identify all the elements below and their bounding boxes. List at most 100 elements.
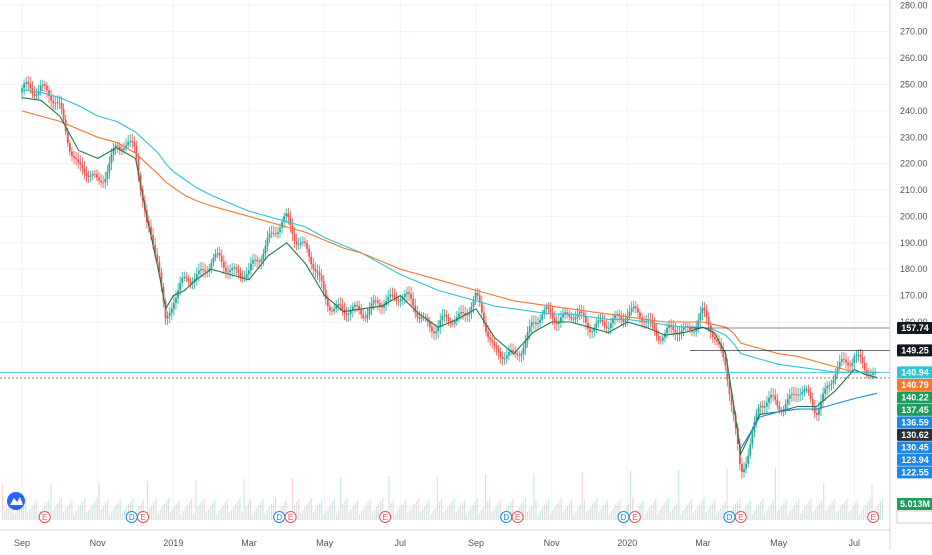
price-badge xyxy=(897,391,932,404)
event-marker[interactable] xyxy=(628,511,641,523)
candle-body xyxy=(689,327,691,330)
volume-bar xyxy=(671,509,674,520)
volume-bar xyxy=(371,513,373,520)
price-badge xyxy=(897,428,932,441)
candle-body xyxy=(189,281,192,284)
candle-body xyxy=(520,353,523,356)
logo-icon[interactable] xyxy=(7,492,25,510)
volume-bar xyxy=(214,500,216,520)
candle-body xyxy=(123,148,125,151)
volume-bar xyxy=(207,509,209,520)
volume-bar xyxy=(205,512,207,520)
volume-bar xyxy=(648,508,650,520)
volume-bar xyxy=(46,502,48,520)
volume-bar xyxy=(2,484,4,520)
event-marker[interactable] xyxy=(38,511,51,523)
x-tick-label: Mar xyxy=(695,538,711,548)
volume-bar xyxy=(392,500,394,520)
volume-bar xyxy=(770,504,772,520)
event-marker[interactable] xyxy=(867,511,880,523)
price-badge-label: 130.62 xyxy=(901,430,929,440)
volume-bar xyxy=(543,505,545,520)
candle-body xyxy=(214,253,217,258)
candle-body xyxy=(443,314,446,316)
volume-bar xyxy=(800,513,802,520)
volume-bar xyxy=(377,504,380,520)
event-marker[interactable] xyxy=(734,511,747,523)
volume-bar xyxy=(176,503,178,520)
x-tick-label: May xyxy=(770,538,788,548)
candle-body xyxy=(655,330,658,337)
candle-body xyxy=(374,300,377,302)
candle-body xyxy=(333,308,336,312)
volume-bar xyxy=(117,502,119,520)
volume-bar xyxy=(816,506,818,520)
volume-bar xyxy=(464,500,466,520)
candle-body xyxy=(104,178,107,183)
candle-body xyxy=(364,317,367,319)
volume-bar xyxy=(31,506,33,520)
candle-body xyxy=(824,388,827,394)
volume-bar xyxy=(79,505,81,520)
volume-bar xyxy=(831,502,833,520)
volume-bar xyxy=(564,509,566,520)
price-badge xyxy=(897,466,932,479)
volume-bar xyxy=(401,505,403,520)
candle-body xyxy=(718,341,720,345)
candle-body xyxy=(551,312,554,319)
event-marker[interactable] xyxy=(284,511,297,523)
volume-bar xyxy=(88,510,90,520)
candle-body xyxy=(54,103,57,104)
volume-bar xyxy=(272,501,275,520)
volume-bar xyxy=(825,511,827,520)
candle-body xyxy=(133,142,136,147)
volume-bar xyxy=(779,509,781,520)
volume-bar xyxy=(230,510,233,520)
candle-body xyxy=(393,295,396,298)
volume-bar xyxy=(25,498,27,520)
candle-body xyxy=(801,391,804,395)
price-badge-label: 140.22 xyxy=(901,392,929,402)
volume-bar xyxy=(810,498,812,520)
x-tick-label: May xyxy=(316,538,334,548)
volume-bar xyxy=(340,477,342,520)
volume-bar xyxy=(552,510,554,520)
candle-body xyxy=(476,292,479,296)
volume-bar xyxy=(159,510,161,520)
candle-body xyxy=(770,395,772,398)
event-marker[interactable] xyxy=(511,511,524,523)
volume-bar xyxy=(109,514,111,520)
logo-shape xyxy=(10,497,23,505)
volume-bar xyxy=(848,512,850,520)
volume-bar xyxy=(67,506,69,520)
candle-body xyxy=(842,359,845,360)
volume-bar xyxy=(258,505,260,520)
candle-body xyxy=(302,241,304,243)
candle-body xyxy=(797,394,800,396)
volume-bar xyxy=(550,513,552,520)
volume-bar xyxy=(228,513,230,520)
volume-bar xyxy=(455,512,457,520)
candle-body xyxy=(464,313,467,315)
candle-body xyxy=(160,272,163,287)
volume-bar xyxy=(709,506,711,520)
candle-body xyxy=(397,300,400,302)
candle-body xyxy=(337,304,340,306)
x-tick-label: Sep xyxy=(14,538,30,548)
volume-bar xyxy=(417,498,419,520)
volume-bar xyxy=(814,509,816,520)
volume-bar xyxy=(75,511,77,520)
event-marker[interactable] xyxy=(379,511,392,523)
price-badge-label: 130.45 xyxy=(901,442,929,452)
volume-bar xyxy=(453,498,455,520)
volume-bar xyxy=(755,508,758,520)
candle-body xyxy=(535,322,537,324)
event-marker[interactable] xyxy=(137,511,150,523)
volume-bar xyxy=(781,506,783,520)
volume-bar xyxy=(793,505,795,520)
volume-bar xyxy=(697,507,699,520)
candle-body xyxy=(741,463,743,473)
volume-bar xyxy=(113,508,115,520)
